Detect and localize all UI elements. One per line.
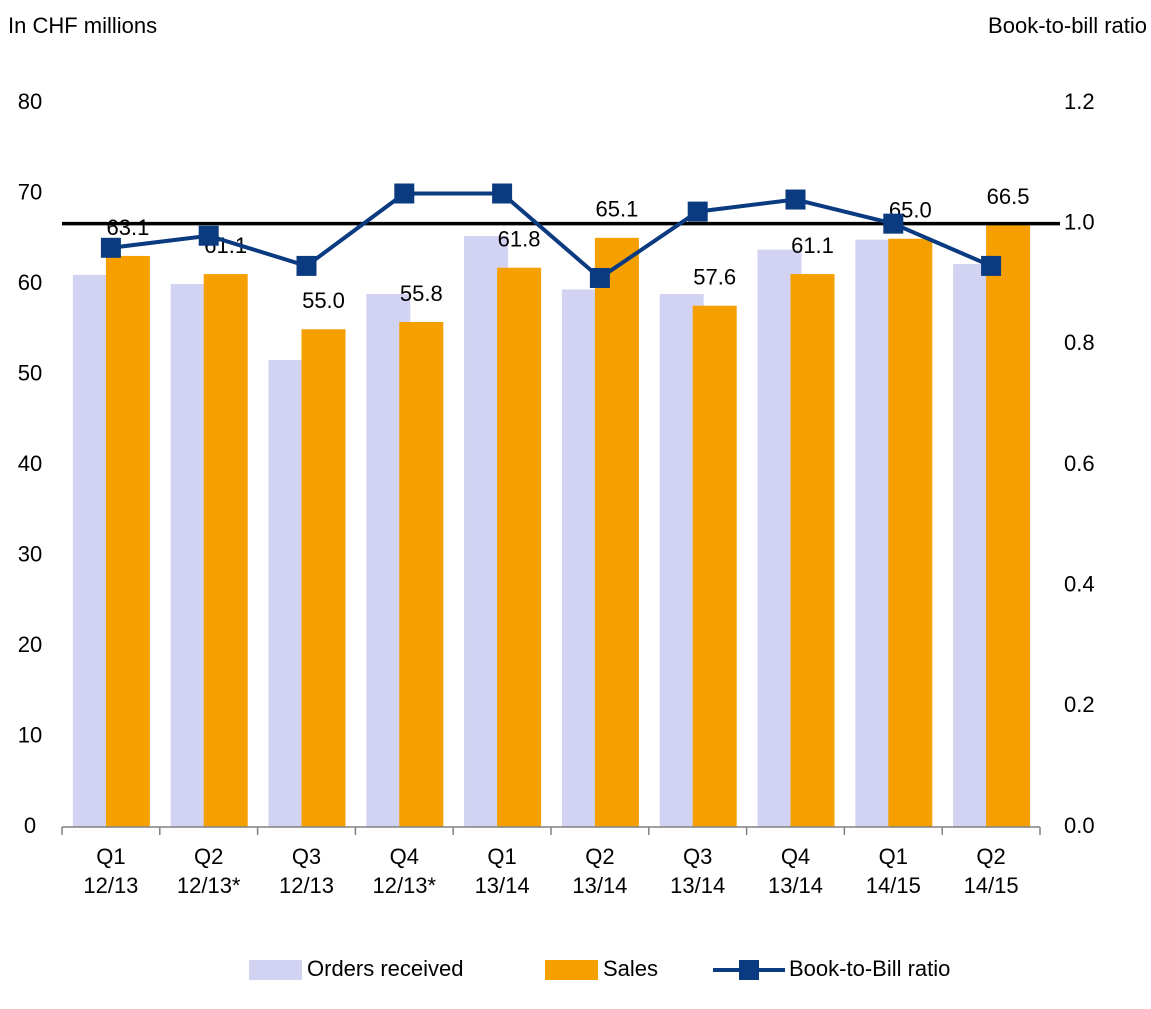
y-tick-label: 30 (18, 541, 42, 566)
ratio-line (110, 191, 992, 281)
y-tick-label: 20 (18, 632, 42, 657)
y2-tick-label: 1.2 (1064, 89, 1095, 114)
ratio-marker (198, 225, 219, 246)
data-label: 55.8 (400, 281, 443, 306)
data-label: 66.5 (987, 184, 1030, 209)
y-tick-label: 0 (24, 813, 36, 838)
legend-label: Sales (603, 956, 658, 981)
x-tick-label: Q3 13/14 (670, 844, 725, 898)
ratio-marker (981, 255, 1002, 276)
bar (301, 329, 346, 827)
x-tick-label: Q4 12/13* (372, 844, 436, 898)
x-tick-label: Q2 12/13* (177, 844, 241, 898)
data-label: 61.1 (791, 233, 834, 258)
y2-tick-label: 0.4 (1064, 571, 1095, 596)
x-tick-label: Q3 12/13 (279, 844, 334, 898)
data-label: 57.6 (693, 265, 736, 290)
legend-label: Book-to-Bill ratio (789, 956, 950, 981)
data-label: 55.0 (302, 288, 345, 313)
data-label: 63.1 (106, 215, 149, 240)
bar (790, 274, 835, 827)
y2-tick-label: 0.6 (1064, 451, 1095, 476)
y-tick-label: 40 (18, 451, 42, 476)
ratio-marker (492, 183, 513, 204)
y-tick-label: 50 (18, 360, 42, 385)
y2-tick-label: 1.0 (1064, 209, 1095, 234)
y-tick-label: 60 (18, 270, 42, 295)
y-tick-label: 10 (18, 722, 42, 747)
x-tick-label: Q2 13/14 (572, 844, 627, 898)
y-tick-label: 70 (18, 179, 42, 204)
bar (986, 225, 1031, 828)
legend-marker (739, 960, 759, 980)
y2-tick-label: 0.8 (1064, 330, 1095, 355)
data-label: 61.8 (498, 227, 541, 252)
y-axis-label: In CHF millions (8, 13, 157, 38)
legend-label: Orders received (307, 956, 464, 981)
y2-axis-label: Book-to-bill ratio (988, 13, 1147, 38)
ratio-marker (589, 267, 610, 288)
ratio-marker (296, 255, 317, 276)
x-tick-label: Q1 12/13 (83, 844, 138, 898)
bar (692, 305, 737, 828)
ratio-marker (883, 213, 904, 234)
data-label: 65.1 (595, 197, 638, 222)
legend-swatch (249, 960, 302, 980)
y-tick-label: 80 (18, 89, 42, 114)
ratio-marker (394, 183, 415, 204)
bar (105, 255, 150, 827)
bar (203, 274, 248, 827)
y2-tick-label: 0.0 (1064, 813, 1095, 838)
bar (497, 267, 542, 828)
ratio-marker (100, 237, 121, 258)
x-tick-label: Q4 13/14 (768, 844, 823, 898)
x-tick-label: Q1 14/15 (866, 844, 921, 898)
ratio-marker (785, 189, 806, 210)
bar (888, 238, 933, 827)
x-tick-label: Q2 14/15 (964, 844, 1019, 898)
legend-swatch (545, 960, 598, 980)
bar (594, 237, 639, 828)
bar (399, 322, 444, 827)
x-tick-label: Q1 13/14 (475, 844, 530, 898)
ratio-marker (687, 201, 708, 222)
y2-tick-label: 0.2 (1064, 692, 1095, 717)
